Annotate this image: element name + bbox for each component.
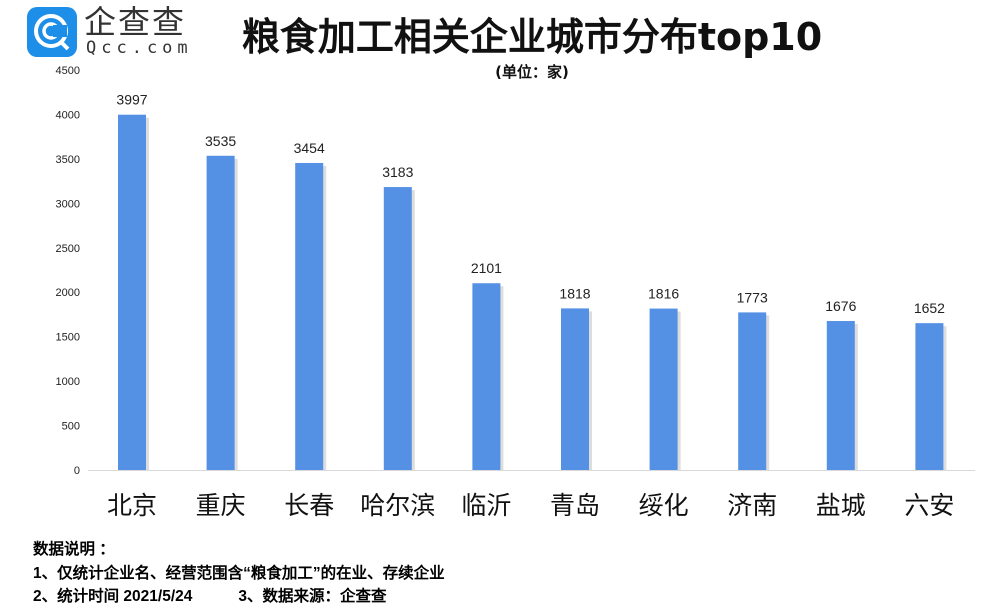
logo-domain: Qcc.com — [86, 38, 193, 58]
x-tick-label: 青岛 — [550, 492, 600, 520]
y-tick-label: 1000 — [56, 376, 80, 388]
bar — [561, 308, 589, 470]
data-label: 3997 — [116, 92, 147, 108]
y-tick-label: 4000 — [56, 109, 80, 121]
notes-line-2b: 3、数据来源：企查查 — [238, 588, 387, 605]
bar — [649, 308, 678, 470]
bar — [826, 321, 855, 470]
data-label: 1816 — [648, 286, 679, 302]
data-label: 2101 — [471, 260, 502, 276]
notes-heading: 数据说明 ： — [33, 541, 115, 558]
x-tick-label: 长春 — [284, 492, 334, 520]
data-label: 3535 — [205, 133, 236, 149]
bar — [738, 312, 767, 470]
y-tick-label: 3500 — [56, 154, 80, 166]
x-tick-label: 临沂 — [461, 492, 511, 520]
x-tick-label: 北京 — [107, 492, 157, 520]
data-label: 1676 — [825, 298, 856, 314]
bar — [383, 187, 412, 471]
data-label: 1773 — [737, 289, 768, 305]
y-tick-label: 2000 — [56, 287, 80, 299]
bar — [118, 114, 146, 470]
notes-line-2a: 2、统计时间 2021/5/24 — [33, 588, 193, 605]
bar — [295, 162, 324, 470]
logo-text: 企查查 — [84, 3, 187, 41]
y-tick-label: 2500 — [56, 243, 80, 255]
y-tick-label: 3000 — [56, 198, 80, 210]
chart-title: 粮食加工相关企业城市分布top10 — [241, 15, 823, 59]
x-tick-label: 济南 — [727, 492, 777, 520]
y-tick-label: 1500 — [56, 332, 80, 344]
x-tick-label: 哈尔滨 — [360, 492, 435, 520]
y-tick-label: 0 — [74, 465, 80, 477]
bar — [915, 323, 944, 470]
y-tick-label: 500 — [62, 421, 80, 433]
notes-line-1: 1、仅统计企业名、经营范围含“粮食加工”的在业、存续企业 — [33, 564, 445, 582]
x-tick-label: 绥化 — [639, 492, 689, 520]
x-tick-label: 盐城 — [816, 492, 866, 520]
qcc-logo-icon — [27, 7, 77, 57]
y-tick-label: 4500 — [56, 65, 80, 77]
data-label: 1652 — [914, 300, 945, 316]
x-tick-label: 六安 — [904, 492, 954, 520]
bar-chart: 0 500 1000 1500 2000 2500 3000 3500 4000 4500 3997… — [56, 65, 975, 520]
bar — [206, 155, 235, 470]
data-label: 3454 — [294, 140, 325, 156]
x-tick-label: 重庆 — [196, 492, 246, 520]
data-label: 1818 — [559, 285, 590, 301]
bar — [472, 283, 501, 470]
notes: 数据说明 ： 1、仅统计企业名、经营范围含“粮食加工”的在业、存续企业 2、统计… — [33, 538, 445, 609]
data-label: 3183 — [382, 164, 413, 180]
unit-label: (单位：家) — [495, 63, 569, 81]
